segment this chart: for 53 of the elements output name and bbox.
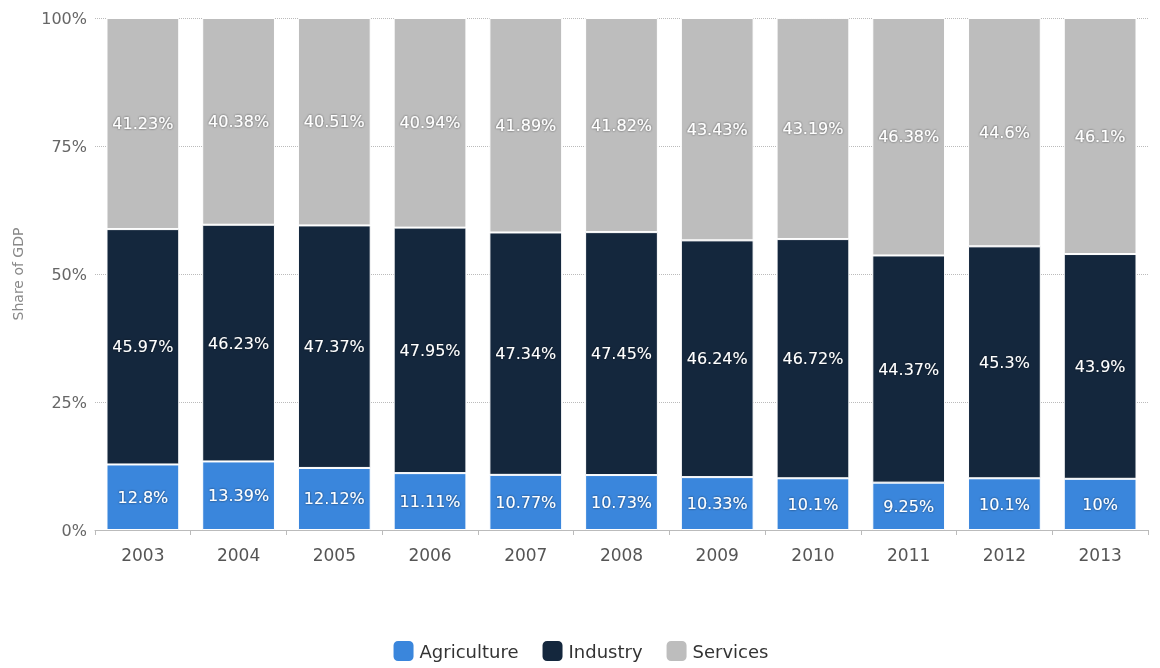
y-tick-label: 50% xyxy=(51,264,87,284)
data-label: 46.24% xyxy=(686,349,748,369)
data-label: 10.77% xyxy=(495,492,557,512)
x-tick-label: 2009 xyxy=(695,544,739,565)
legend-label: Agriculture xyxy=(419,640,519,662)
data-label: 11.11% xyxy=(399,492,461,512)
y-tick-label: 100% xyxy=(41,8,87,28)
data-label: 45.97% xyxy=(112,337,174,357)
x-tick-label: 2010 xyxy=(791,544,835,565)
x-tick-label: 2004 xyxy=(216,544,261,565)
data-label: 47.37% xyxy=(303,337,365,357)
x-tick-label: 2007 xyxy=(504,544,548,565)
data-label: 41.89% xyxy=(495,115,557,135)
data-label: 46.23% xyxy=(208,333,270,353)
data-label: 46.38% xyxy=(878,127,940,147)
x-tick-label: 2005 xyxy=(312,544,356,565)
data-label: 12.8% xyxy=(117,487,169,507)
y-tick-label: 25% xyxy=(51,392,87,412)
data-label: 43.43% xyxy=(686,119,748,139)
data-label: 10% xyxy=(1082,494,1118,514)
data-label: 40.38% xyxy=(208,111,270,131)
data-label: 41.23% xyxy=(112,114,174,134)
data-label: 10.33% xyxy=(686,494,748,514)
x-tick-label: 2012 xyxy=(982,544,1027,565)
data-label: 9.25% xyxy=(883,496,935,516)
data-label: 43.9% xyxy=(1074,356,1126,376)
data-label: 46.72% xyxy=(782,349,844,369)
legend-label: Services xyxy=(692,640,769,662)
y-tick-label: 75% xyxy=(51,136,87,156)
data-label: 10.73% xyxy=(590,493,653,513)
data-label: 47.45% xyxy=(590,344,653,364)
data-label: 12.12% xyxy=(303,489,365,509)
data-label: 13.39% xyxy=(208,486,270,506)
y-axis-title: Share of GDP xyxy=(10,227,26,321)
data-label: 40.51% xyxy=(303,112,365,132)
x-tick-label: 2003 xyxy=(121,544,165,565)
legend-label: Industry xyxy=(568,640,643,662)
data-label: 45.3% xyxy=(979,352,1030,372)
x-tick-label: 2006 xyxy=(408,544,452,565)
data-label: 44.37% xyxy=(878,359,940,379)
data-label: 47.34% xyxy=(495,344,557,364)
x-tick-label: 2013 xyxy=(1078,544,1122,565)
data-label: 10.1% xyxy=(787,494,839,514)
data-label: 10.1% xyxy=(979,494,1030,514)
data-label: 44.6% xyxy=(979,122,1030,142)
x-tick-label: 2011 xyxy=(887,544,931,565)
x-tick-label: 2008 xyxy=(599,544,644,565)
data-label: 41.82% xyxy=(590,115,653,135)
y-tick-label: 0% xyxy=(61,520,87,540)
data-label: 43.19% xyxy=(782,119,844,139)
data-label: 40.94% xyxy=(399,113,461,133)
data-label: 47.95% xyxy=(399,340,461,360)
data-label: 46.1% xyxy=(1074,126,1126,146)
